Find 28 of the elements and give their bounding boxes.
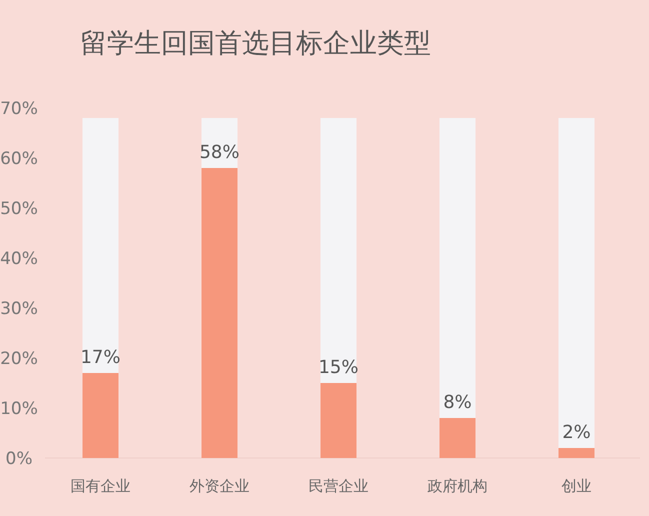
- y-tick-label: 20%: [0, 349, 38, 369]
- y-tick-label: 0%: [6, 449, 32, 469]
- y-tick-label: 30%: [0, 299, 38, 319]
- y-tick-label: 10%: [0, 399, 38, 419]
- bar: [82, 373, 118, 458]
- bar: [320, 383, 356, 458]
- title: 留学生回国首选目标企业类型: [80, 28, 431, 59]
- bar: [440, 118, 476, 418]
- text: 2%: [562, 422, 591, 443]
- text: 17%: [80, 347, 121, 368]
- bar: [558, 448, 594, 458]
- text: 15%: [318, 357, 359, 378]
- y-tick-label: 70%: [0, 99, 38, 119]
- x-tick-label: 民营企业: [308, 477, 368, 495]
- x-tick-label: 外资企业: [190, 477, 250, 495]
- x-tick-label: 国有企业: [70, 477, 130, 495]
- bar: [82, 118, 118, 373]
- y-tick-label: 60%: [0, 149, 38, 169]
- bar: [558, 118, 594, 448]
- y-tick-label: 50%: [0, 199, 38, 219]
- bar: [202, 168, 238, 458]
- y-tick-label: 40%: [0, 249, 38, 269]
- bar: [320, 118, 356, 383]
- text: 58%: [199, 142, 240, 163]
- x-tick-label: 创业: [562, 477, 592, 495]
- x-tick-label: 政府机构: [428, 477, 488, 495]
- bar: [440, 418, 476, 458]
- text: 8%: [443, 392, 472, 413]
